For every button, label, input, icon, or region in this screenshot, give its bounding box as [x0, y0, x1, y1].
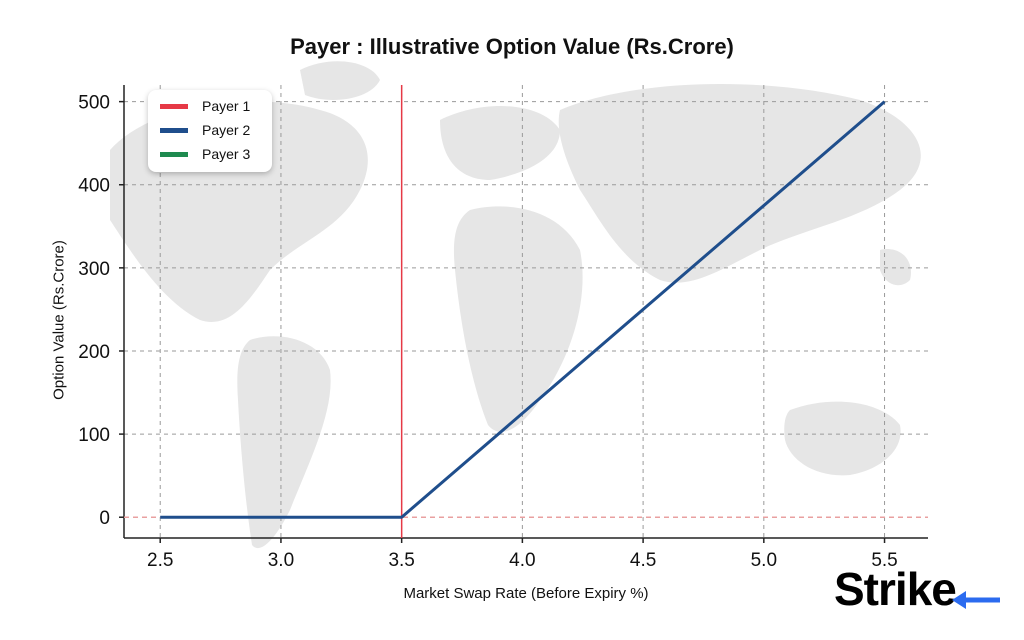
- logo-text-a: Stri: [834, 563, 908, 615]
- y-tick-label: 400: [78, 176, 110, 197]
- x-tick-label: 3.5: [388, 550, 414, 571]
- series-line-payer-2: [160, 100, 886, 519]
- legend-item-payer-2: Payer 2: [160, 120, 250, 140]
- legend-item-payer-3: Payer 3: [160, 144, 250, 164]
- x-axis-label: Market Swap Rate (Before Expiry %): [403, 585, 649, 602]
- logo-text-b: k: [906, 563, 933, 615]
- legend-swatch-payer-3: [160, 151, 188, 157]
- x-tick-label: 4.5: [630, 550, 656, 571]
- y-tick-label: 200: [78, 342, 110, 363]
- x-tick-label: 3.0: [268, 550, 294, 571]
- legend-item-payer-1: Payer 1: [160, 96, 250, 116]
- y-tick-label: 100: [78, 425, 110, 446]
- y-tick-label: 300: [78, 259, 110, 280]
- legend-label-payer-3: Payer 3: [202, 146, 251, 162]
- arrow-left-icon: [952, 591, 1000, 609]
- chart-title: Payer : Illustrative Option Value (Rs.Cr…: [290, 34, 734, 59]
- legend-swatch-payer-2: [160, 127, 188, 133]
- logo-text-c: e: [931, 563, 957, 615]
- y-axis-label: Option Value (Rs.Crore): [50, 240, 68, 400]
- y-tick-label: 0: [99, 508, 110, 529]
- legend-swatch-payer-1: [160, 103, 188, 109]
- legend: Payer 1 Payer 2 Payer 3: [148, 90, 272, 172]
- legend-label-payer-1: Payer 1: [202, 98, 251, 114]
- x-tick-label: 2.5: [147, 550, 173, 571]
- x-tick-label: 4.0: [509, 550, 535, 571]
- x-tick-label: 5.0: [751, 550, 777, 571]
- x-tick-label: 5.5: [871, 550, 897, 571]
- y-tick-label: 500: [78, 93, 110, 114]
- strike-logo: Strike: [834, 562, 1004, 618]
- legend-label-payer-2: Payer 2: [202, 122, 251, 138]
